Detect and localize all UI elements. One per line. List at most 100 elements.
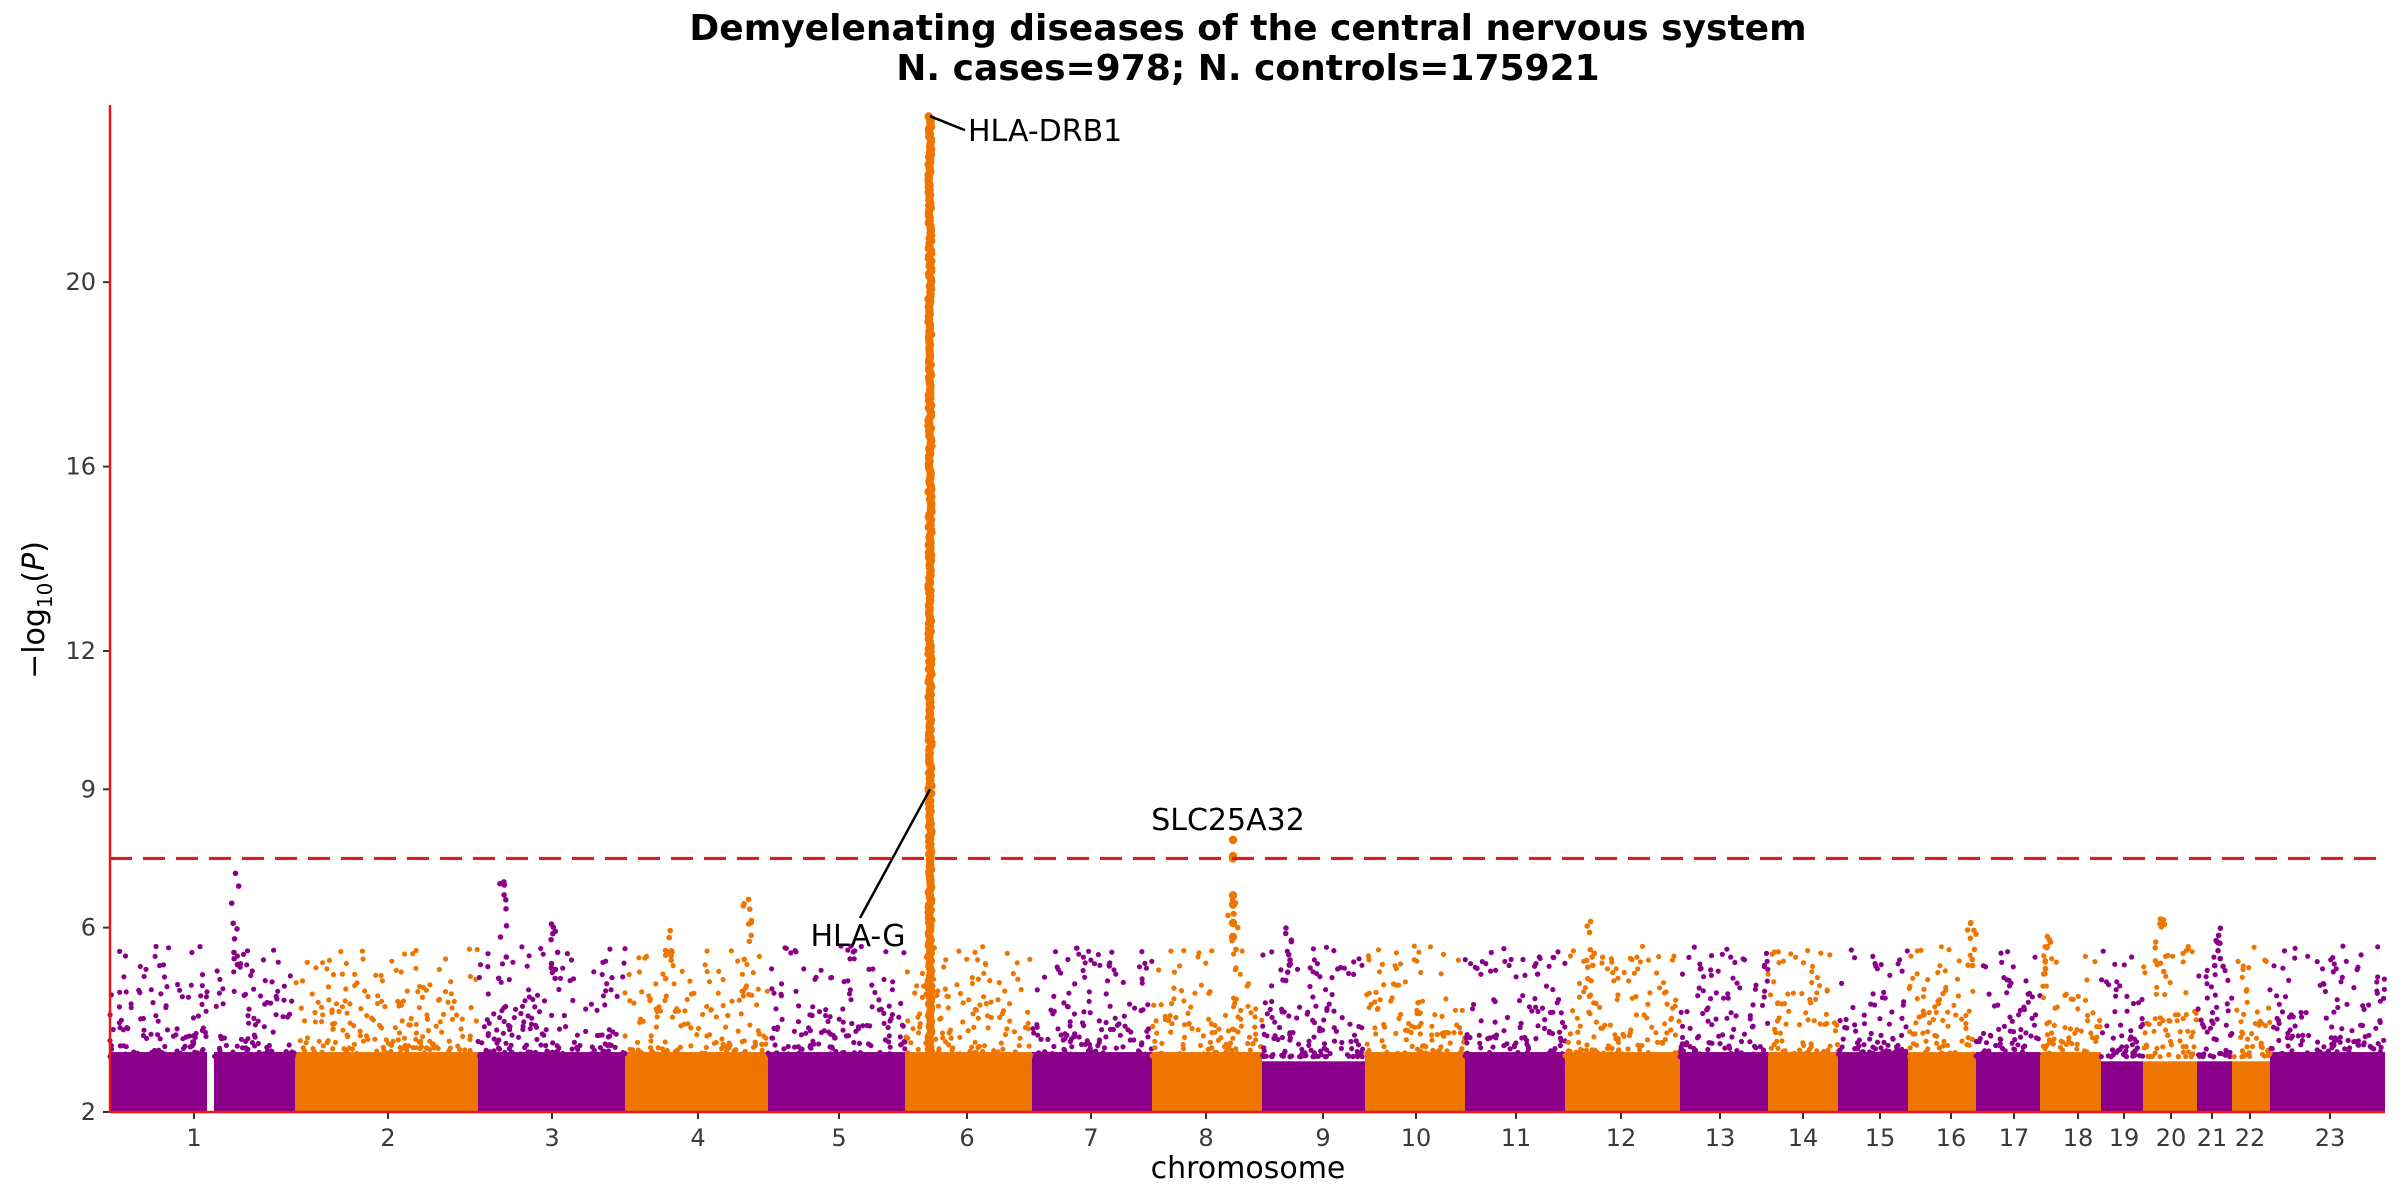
data-point <box>503 1053 509 1059</box>
data-point <box>1306 1038 1312 1044</box>
data-point <box>626 1054 632 1060</box>
data-point <box>1914 996 1920 1002</box>
data-point <box>2130 1000 2137 1007</box>
data-point <box>1429 1023 1435 1029</box>
data-point <box>1419 998 1426 1004</box>
data-point <box>2217 925 2224 931</box>
data-point <box>1879 995 1885 1001</box>
data-point <box>684 996 690 1003</box>
data-point <box>134 1050 140 1056</box>
data-point <box>2129 1042 2135 1048</box>
data-point <box>166 945 172 951</box>
data-point <box>771 1025 777 1031</box>
chromosome-point-band <box>1768 1052 1838 1112</box>
data-point <box>1451 1054 1457 1060</box>
data-point <box>337 1052 343 1059</box>
data-point <box>588 1001 595 1007</box>
data-point <box>1744 1052 1750 1058</box>
data-point <box>704 969 710 975</box>
data-point <box>905 1035 911 1041</box>
data-point <box>764 988 770 994</box>
data-point <box>816 1009 823 1015</box>
data-point <box>1096 1018 1102 1024</box>
data-point <box>216 990 222 996</box>
data-point <box>1285 951 1292 958</box>
data-point <box>413 1021 419 1027</box>
data-point <box>1601 1054 1607 1060</box>
data-point <box>1599 960 1605 966</box>
data-point <box>2240 963 2246 969</box>
data-point <box>657 1008 664 1014</box>
data-point <box>534 1036 540 1043</box>
data-point <box>1951 1002 1957 1008</box>
data-point <box>1519 1035 1525 1041</box>
data-point <box>202 1029 208 1035</box>
data-point <box>1600 954 1606 960</box>
data-point <box>1574 1015 1580 1021</box>
data-point <box>1552 1046 1558 1052</box>
data-point <box>271 947 277 953</box>
data-point <box>557 975 564 981</box>
chromosome-point-band <box>2101 1061 2143 1112</box>
data-point <box>204 989 210 995</box>
data-point <box>1672 1003 1678 1009</box>
data-point <box>890 979 896 985</box>
data-point <box>157 1036 163 1042</box>
data-point <box>2074 1041 2080 1047</box>
data-point <box>349 1046 356 1052</box>
data-point <box>162 1043 168 1050</box>
data-point <box>543 1042 549 1049</box>
data-point <box>1359 1054 1365 1060</box>
data-point <box>2204 967 2210 974</box>
data-point <box>161 1051 167 1057</box>
data-point <box>614 1054 620 1060</box>
data-point <box>1856 1043 1862 1049</box>
data-point <box>2026 1052 2032 1058</box>
data-point <box>268 1053 274 1060</box>
data-point <box>1132 1005 1138 1011</box>
data-point <box>1331 948 1337 954</box>
data-point <box>1478 1018 1484 1024</box>
data-point <box>1966 1008 1972 1014</box>
data-point <box>1918 947 1924 953</box>
data-point <box>1051 1043 1057 1050</box>
data-point <box>2017 1034 2024 1040</box>
data-point <box>1679 971 1686 977</box>
data-point <box>1546 963 1552 969</box>
data-point <box>223 1042 229 1048</box>
data-point <box>1267 1006 1273 1013</box>
data-point <box>1955 993 1961 999</box>
data-point <box>1940 1017 1946 1024</box>
data-point <box>2089 1035 2096 1041</box>
data-point <box>413 1053 419 1059</box>
data-point <box>1034 1022 1040 1028</box>
data-point <box>2196 973 2202 979</box>
data-point <box>1103 1019 1109 1026</box>
data-point <box>1143 965 1149 971</box>
data-point <box>2183 1044 2189 1050</box>
data-point <box>1747 1016 1753 1022</box>
data-point <box>708 1007 714 1013</box>
data-point <box>1576 994 1583 1000</box>
data-point <box>485 991 491 997</box>
data-point <box>329 1052 335 1058</box>
data-point <box>1323 987 1329 993</box>
data-point <box>167 1054 173 1060</box>
data-point <box>554 949 561 956</box>
data-point <box>1516 998 1523 1004</box>
data-point <box>964 956 970 962</box>
data-point <box>2209 1018 2215 1024</box>
data-point <box>1252 1024 1258 1030</box>
data-point <box>1809 980 1815 986</box>
data-point <box>2330 955 2336 961</box>
data-point <box>1228 900 1238 909</box>
data-point <box>2160 917 2167 923</box>
data-point <box>297 1038 303 1044</box>
data-point <box>2292 955 2298 961</box>
data-point <box>1323 944 1330 950</box>
data-point <box>626 971 632 978</box>
data-point <box>1959 1038 1965 1044</box>
data-point <box>330 1026 336 1032</box>
data-point <box>1491 1034 1497 1040</box>
data-point <box>1724 1015 1730 1021</box>
